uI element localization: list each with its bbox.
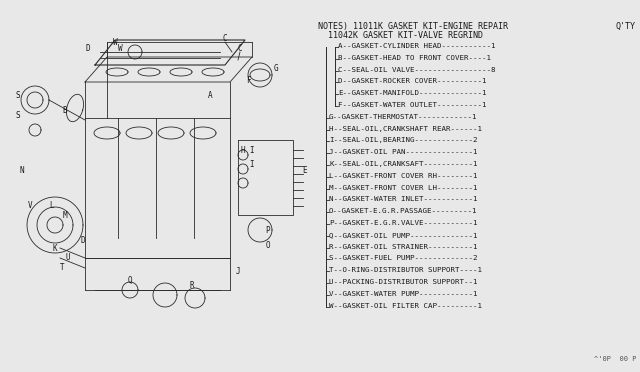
Text: D: D [81,235,85,244]
Text: I: I [250,160,254,169]
Text: A--GASKET-CYLINDER HEAD-----------1: A--GASKET-CYLINDER HEAD-----------1 [338,43,495,49]
Text: D: D [86,44,90,52]
Text: S: S [16,110,20,119]
Text: I: I [250,145,254,154]
Text: K: K [52,244,58,253]
Text: R--GASKET-OIL STRAINER----------1: R--GASKET-OIL STRAINER----------1 [329,244,477,250]
Text: W--GASKET-OIL FILTER CAP---------1: W--GASKET-OIL FILTER CAP---------1 [329,302,482,309]
Text: L: L [50,201,54,209]
Text: I--SEAL-OIL,BEARING-------------2: I--SEAL-OIL,BEARING-------------2 [329,137,477,143]
Text: N--GASKET-WATER INLET-----------1: N--GASKET-WATER INLET-----------1 [329,196,477,202]
Text: ^'0P  00 P: ^'0P 00 P [593,356,636,362]
Text: P--GASKET-E.G.R.VALVE-----------1: P--GASKET-E.G.R.VALVE-----------1 [329,220,477,226]
Text: B--GASKET-HEAD TO FRONT COVER----1: B--GASKET-HEAD TO FRONT COVER----1 [338,55,491,61]
Text: U: U [66,253,70,263]
Text: F: F [246,76,250,84]
Text: W: W [113,38,117,46]
Text: D--GASKET-ROCKER COVER----------1: D--GASKET-ROCKER COVER----------1 [338,78,486,84]
Text: 11042K GASKET KIT-VALVE REGRIND: 11042K GASKET KIT-VALVE REGRIND [328,31,483,40]
Text: V--GASKET-WATER PUMP------------1: V--GASKET-WATER PUMP------------1 [329,291,477,297]
Text: H--SEAL-OIL,CRANKSHAFT REAR------1: H--SEAL-OIL,CRANKSHAFT REAR------1 [329,126,482,132]
Text: B: B [63,106,67,115]
Text: R: R [189,280,195,289]
Text: NOTES) 11011K GASKET KIT-ENGINE REPAIR: NOTES) 11011K GASKET KIT-ENGINE REPAIR [318,22,508,31]
Text: Q: Q [128,276,132,285]
Text: C: C [223,33,227,42]
Text: P: P [266,225,270,234]
Text: A: A [208,90,212,99]
Text: J: J [236,267,240,276]
Text: W: W [118,44,122,52]
Text: E--GASKET-MANIFOLD--------------1: E--GASKET-MANIFOLD--------------1 [338,90,486,96]
Text: C: C [237,44,243,52]
Text: O: O [266,241,270,250]
Text: O--GASKET-E.G.R.PASSAGE---------1: O--GASKET-E.G.R.PASSAGE---------1 [329,208,477,214]
Text: E: E [303,166,307,174]
Text: V: V [28,201,32,209]
Text: S--GASKET-FUEL PUMP-------------2: S--GASKET-FUEL PUMP-------------2 [329,256,477,262]
Text: J--GASKET-OIL PAN---------------1: J--GASKET-OIL PAN---------------1 [329,149,477,155]
Text: M--GASKET-FRONT COVER LH--------1: M--GASKET-FRONT COVER LH--------1 [329,185,477,190]
Text: L--GASKET-FRONT COVER RH--------1: L--GASKET-FRONT COVER RH--------1 [329,173,477,179]
Text: K--SEAL-OIL,CRANKSAFT-----------1: K--SEAL-OIL,CRANKSAFT-----------1 [329,161,477,167]
Text: M: M [63,211,67,219]
Text: H: H [241,145,245,154]
Text: G--GASKET-THERMOSTAT------------1: G--GASKET-THERMOSTAT------------1 [329,114,477,120]
Text: N: N [20,166,24,174]
Text: Q--GASKET-OIL PUMP--------------1: Q--GASKET-OIL PUMP--------------1 [329,232,477,238]
Text: C--SEAL-OIL VALVE-----------------8: C--SEAL-OIL VALVE-----------------8 [338,67,495,73]
Text: Q'TY: Q'TY [616,22,636,31]
Text: F--GASKET-WATER OUTLET----------1: F--GASKET-WATER OUTLET----------1 [338,102,486,108]
Text: S: S [16,90,20,99]
Text: T: T [60,263,64,273]
Text: G: G [274,64,278,73]
Text: T--O-RING-DISTRIBUTOR SUPPORT----1: T--O-RING-DISTRIBUTOR SUPPORT----1 [329,267,482,273]
Text: U--PACKING-DISTRIBUTOR SUPPORT--1: U--PACKING-DISTRIBUTOR SUPPORT--1 [329,279,477,285]
